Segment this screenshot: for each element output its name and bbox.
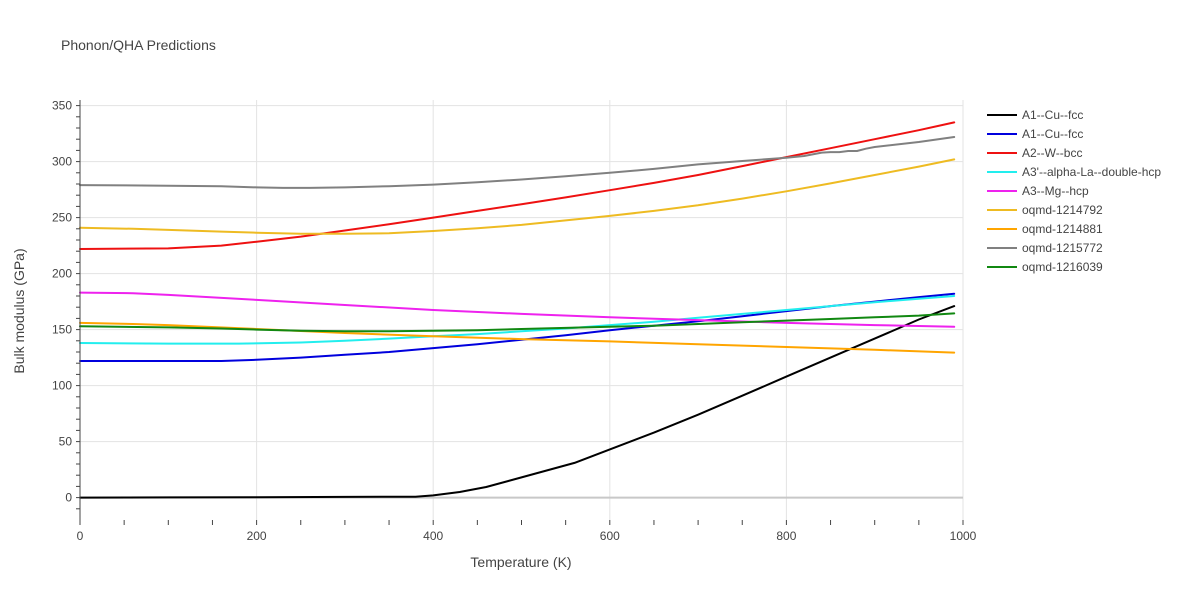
- legend[interactable]: A1--Cu--fcc A1--Cu--fcc A2--W--bcc A3'--alp…: [987, 108, 1161, 274]
- x-tick-label: 200: [247, 529, 267, 543]
- plot-area: [79, 121, 956, 499]
- x-tick-label: 400: [423, 529, 443, 543]
- legend-item[interactable]: A2--W--bcc: [987, 146, 1082, 160]
- series-line-7: [79, 136, 956, 189]
- series-line-2: [79, 121, 956, 250]
- y-tick-label: 50: [59, 435, 73, 449]
- x-axis-title: Temperature (K): [470, 554, 571, 570]
- x-tick-label: 1000: [950, 529, 977, 543]
- series-line-8: [79, 312, 956, 333]
- y-tick-label: 100: [52, 379, 72, 393]
- x-axis: 0 200 400 600 800 1000: [77, 520, 977, 543]
- legend-item[interactable]: oqmd-1214792: [987, 203, 1103, 217]
- y-tick-label: 150: [52, 323, 72, 337]
- y-axis-title: Bulk modulus (GPa): [11, 248, 27, 373]
- legend-item[interactable]: oqmd-1216039: [987, 260, 1103, 274]
- legend-label: oqmd-1216039: [1022, 260, 1103, 274]
- legend-item[interactable]: oqmd-1215772: [987, 241, 1103, 255]
- legend-label: A3--Mg--hcp: [1022, 184, 1089, 198]
- legend-label: oqmd-1215772: [1022, 241, 1103, 255]
- legend-label: A2--W--bcc: [1022, 146, 1082, 160]
- y-tick-label: 0: [65, 491, 72, 505]
- x-tick-label: 800: [776, 529, 796, 543]
- y-tick-label: 250: [52, 211, 72, 225]
- y-tick-label: 300: [52, 155, 72, 169]
- legend-item[interactable]: A1--Cu--fcc: [987, 127, 1083, 141]
- series-line-4: [79, 291, 956, 328]
- series-line-6: [79, 321, 956, 354]
- x-tick-label: 600: [600, 529, 620, 543]
- chart-title: Phonon/QHA Predictions: [61, 37, 216, 53]
- y-tick-label: 200: [52, 267, 72, 281]
- legend-item[interactable]: oqmd-1214881: [987, 222, 1103, 236]
- y-tick-label: 350: [52, 99, 72, 113]
- legend-item[interactable]: A1--Cu--fcc: [987, 108, 1083, 122]
- legend-item[interactable]: A3--Mg--hcp: [987, 184, 1089, 198]
- legend-label: oqmd-1214881: [1022, 222, 1103, 236]
- legend-label: oqmd-1214792: [1022, 203, 1103, 217]
- legend-label: A1--Cu--fcc: [1022, 108, 1083, 122]
- series-line-5: [79, 158, 956, 235]
- legend-item[interactable]: A3'--alpha-La--double-hcp: [987, 165, 1161, 179]
- y-axis: 0 50 100 150 200 250 300 350: [52, 99, 81, 520]
- x-tick-label: 0: [77, 529, 84, 543]
- legend-label: A3'--alpha-La--double-hcp: [1022, 165, 1161, 179]
- legend-label: A1--Cu--fcc: [1022, 127, 1083, 141]
- series-line-0: [79, 305, 956, 499]
